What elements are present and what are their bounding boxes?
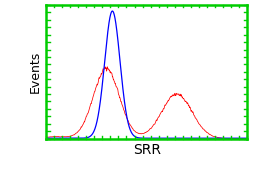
X-axis label: SRR: SRR [132, 143, 160, 157]
Y-axis label: Events: Events [29, 51, 42, 93]
